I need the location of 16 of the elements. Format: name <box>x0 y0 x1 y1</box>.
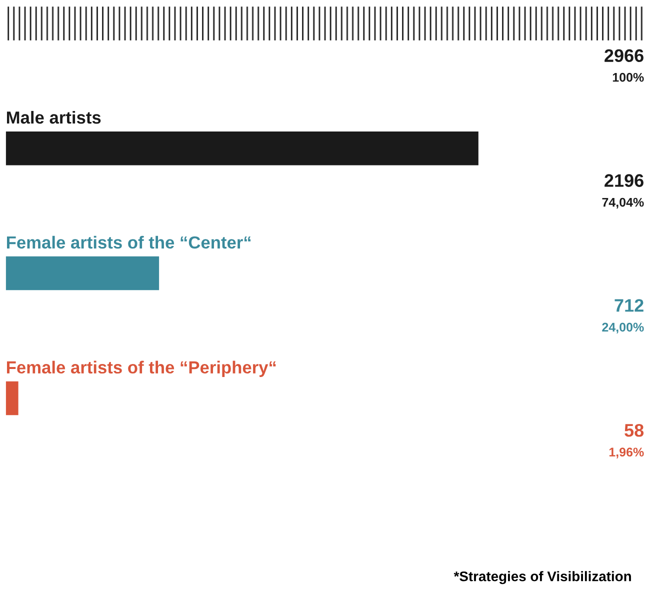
y-tick-label: Male artists <box>6 110 101 124</box>
bar <box>6 256 160 290</box>
annotation: 74,04% <box>602 198 644 208</box>
bar <box>6 132 478 166</box>
annotation: 1,96% <box>609 448 644 458</box>
bar <box>6 6 644 40</box>
data-label: 712 <box>614 299 644 312</box>
y-tick-label: Female artists of the “Center“ <box>6 236 251 249</box>
annotation: 24,00% <box>602 322 644 334</box>
data-label: 58 <box>624 424 644 437</box>
y-tick-label: Female artists of the “Periphery“ <box>6 360 276 377</box>
bar <box>6 381 18 416</box>
data-label: 2196 <box>604 174 644 187</box>
data-label: 2966 <box>604 49 644 62</box>
annotation: 100% <box>612 72 644 82</box>
text: *Strategies of Visibilization <box>454 571 631 584</box>
